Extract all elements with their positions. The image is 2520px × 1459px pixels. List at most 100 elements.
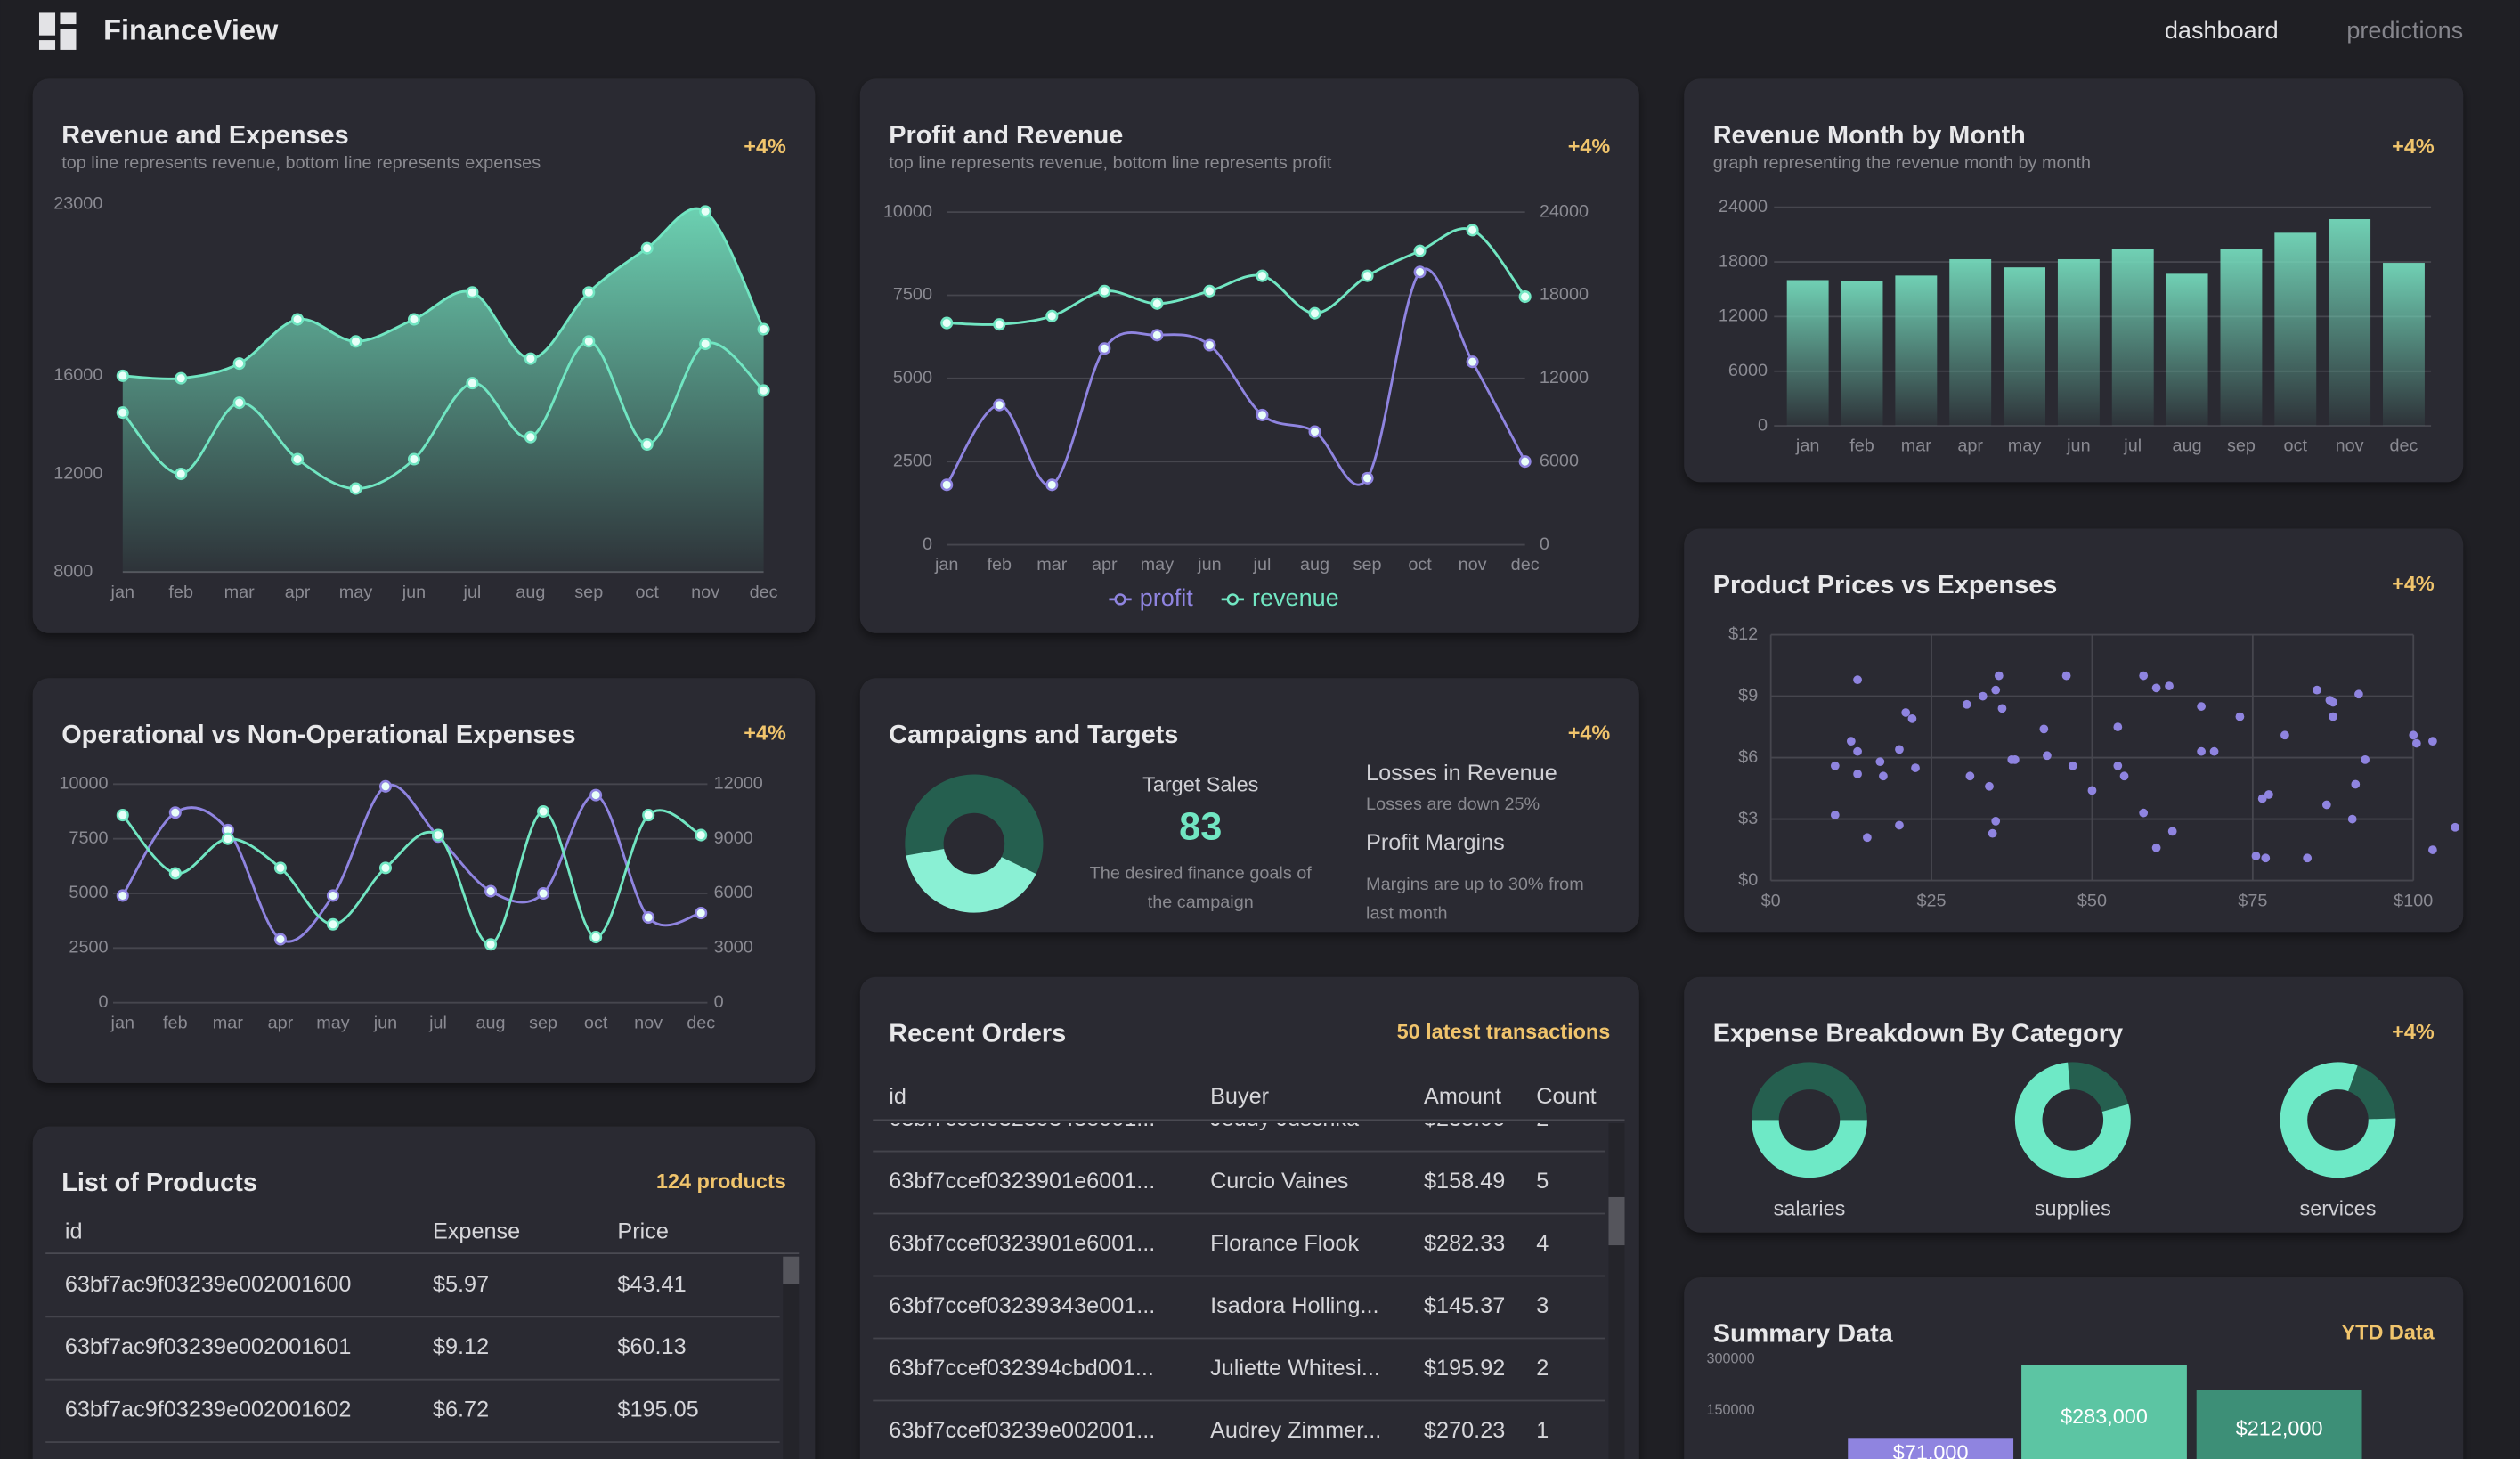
point (2361, 754, 2370, 764)
x-tick-label: nov (1459, 555, 1487, 575)
point (2351, 779, 2361, 789)
table-cell: 3 (1536, 1293, 1549, 1318)
point (2139, 808, 2149, 818)
point (757, 322, 770, 336)
table-body: 63bf7ac9f03239e002001600 $5.97 $43.41 63bf7… (45, 1272, 780, 1443)
table-cell: $43.41 (617, 1272, 686, 1297)
card-title: Profit and Revenue (889, 121, 1123, 150)
point (1308, 306, 1321, 320)
table-cell: Isadora Holling... (1210, 1293, 1378, 1318)
bar (1949, 258, 1992, 427)
point (1997, 704, 2007, 713)
point (993, 398, 1006, 412)
point (640, 437, 654, 452)
point (1895, 745, 1904, 754)
point (221, 832, 234, 845)
point (232, 396, 246, 410)
y-tick-label: 5000 (69, 883, 108, 902)
scrollbar-track (1608, 1122, 1625, 1459)
table-cell: Juliette Whitesi... (1210, 1356, 1380, 1381)
bar (1841, 281, 1883, 427)
legend-label: revenue (1252, 584, 1339, 611)
bar (2004, 267, 2045, 427)
bar (2057, 258, 2100, 427)
point (1991, 685, 2001, 695)
x-tick-label: mar (224, 583, 256, 602)
point (349, 335, 362, 348)
x-tick-label: aug (476, 1013, 506, 1032)
x-tick-label: may (339, 583, 373, 602)
donut-segment (905, 774, 1044, 875)
point (2119, 771, 2129, 781)
y-tick-label: 0 (99, 992, 109, 1012)
target-value: 83 (1179, 805, 1222, 848)
bar (2274, 232, 2317, 427)
point (2197, 702, 2206, 711)
point (2313, 685, 2321, 695)
table-cell: 4 (1536, 1231, 1549, 1256)
point (1098, 284, 1111, 298)
point (378, 861, 393, 875)
donut-segment (906, 849, 1036, 913)
point (1150, 329, 1164, 342)
point (2261, 853, 2271, 863)
point (1150, 297, 1164, 310)
scrollbar-thumb[interactable] (1608, 1196, 1625, 1246)
y-tick-label: 5000 (893, 368, 932, 387)
point (1911, 763, 1920, 772)
table-cell: $9.12 (433, 1334, 489, 1359)
point (232, 357, 246, 371)
bar (1848, 1438, 2014, 1459)
point (940, 316, 954, 330)
point (2043, 751, 2052, 761)
x-tick-label: feb (168, 583, 193, 602)
y-tick-label: 10000 (59, 774, 108, 794)
point (537, 804, 550, 819)
y-tick-label: 16000 (53, 365, 102, 385)
x-tick-label: sep (529, 1013, 557, 1032)
y-tick-label: 12000 (53, 463, 102, 483)
point (1256, 269, 1269, 282)
x-tick-label: apr (1957, 436, 1983, 456)
scrollbar-thumb[interactable] (783, 1256, 800, 1284)
x-tick-label: jan (934, 555, 958, 575)
y-tick-label: 7500 (69, 828, 108, 848)
table-cell: Jeddy Juschka (1210, 1106, 1360, 1131)
badge: +4% (744, 721, 786, 745)
x-tick-label: sep (2227, 436, 2256, 456)
bar (1786, 280, 1829, 427)
point (175, 371, 188, 385)
point (2321, 800, 2331, 810)
card-subtitle: top line represents revenue, bottom line… (61, 153, 541, 173)
x-tick-label: $75 (2238, 891, 2267, 910)
line (946, 267, 1526, 487)
table-cell: 1 (1536, 1418, 1549, 1443)
point (378, 779, 393, 793)
point (524, 430, 537, 444)
card (1684, 976, 2464, 1233)
nav-link[interactable]: dashboard (2165, 17, 2279, 44)
point (2151, 843, 2161, 852)
column-header: id (65, 1219, 83, 1243)
bar (2021, 1365, 2187, 1459)
badge: +4% (744, 134, 786, 158)
point (2197, 746, 2206, 756)
x-tick-label: may (1141, 555, 1175, 575)
scrollbar-track (783, 1256, 800, 1459)
y-tick-label: 3000 (714, 938, 753, 958)
x-tick-label: nov (634, 1013, 663, 1032)
y-tick-label: 300000 (1707, 1350, 1755, 1366)
nav-link[interactable]: predictions (2346, 17, 2463, 44)
x-tick-label: dec (2389, 436, 2418, 456)
table-cell: 63bf7ccef032394cbd001... (889, 1356, 1154, 1381)
point (757, 384, 770, 397)
y-tick-label: 0 (1758, 415, 1768, 435)
table-cell: $60.13 (617, 1334, 686, 1359)
table-cell: $6.72 (433, 1398, 489, 1422)
point (2428, 845, 2437, 854)
table-cell: 63bf7ac9f03239e002001600 (65, 1272, 352, 1297)
point (1895, 820, 1904, 830)
y-tick-label: 8000 (53, 561, 93, 581)
point (2167, 827, 2177, 836)
